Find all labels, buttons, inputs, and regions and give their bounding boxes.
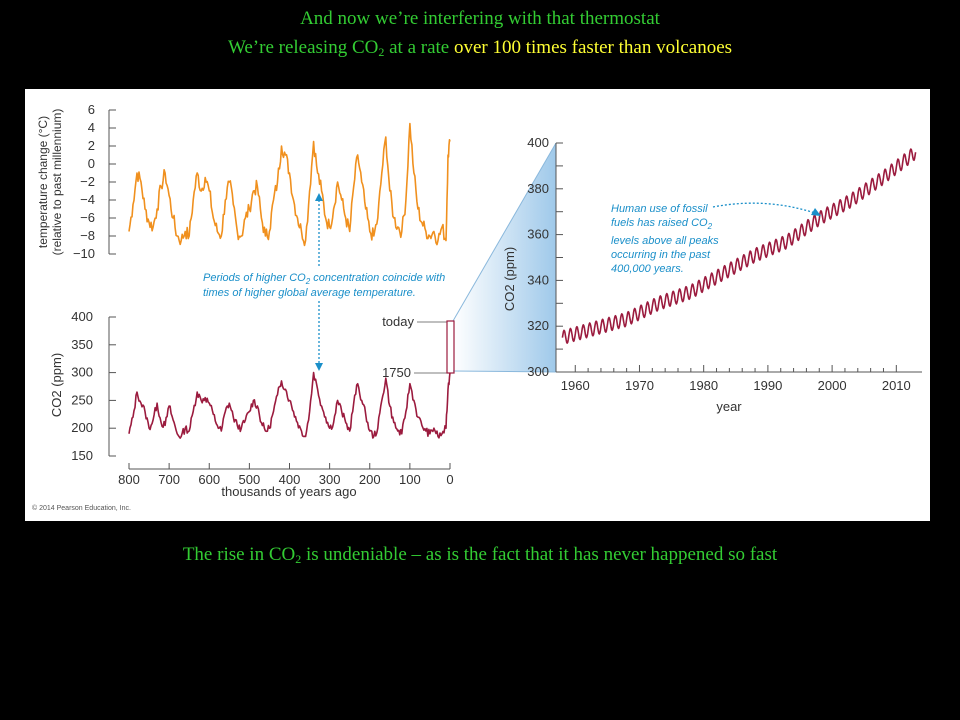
temp-y-axis-label-2: (relative to past millennium) — [50, 109, 64, 256]
co2-y-tick-label: 400 — [71, 309, 93, 324]
annotation-right-line3: levels above all peaks — [611, 235, 719, 247]
annotation-right-arrow — [712, 202, 816, 214]
co2-ice-core-chart: 400 350 300 250 200 150 800 700 600 500 400 300 200 1… — [49, 309, 454, 499]
co2-x-axis-label: thousands of years ago — [221, 484, 356, 499]
co2-x-tick-label: 100 — [399, 472, 421, 487]
annotation-right-line5: 400,000 years. — [611, 263, 684, 275]
co2-x-tick-label: 600 — [198, 472, 220, 487]
co2-y-tick-label: 200 — [71, 420, 93, 435]
temp-y-tick-label: −6 — [80, 210, 95, 225]
slide-title-text: And now we’re interfering with that ther… — [300, 8, 660, 29]
modern-y-tick-label: 360 — [527, 227, 549, 242]
modern-x-tick-label: 1960 — [561, 378, 590, 393]
subtitle-part1: We’re releasing CO — [227, 37, 379, 58]
co2-y-tick-label: 250 — [71, 392, 93, 407]
subtitle-highlight: over 100 times faster than volcanoes — [453, 37, 733, 58]
modern-co2-series-line — [561, 148, 917, 344]
subtitle-subscript: 2 — [378, 45, 385, 59]
slide-caption: The rise in CO2 is undeniable – as is th… — [0, 544, 960, 566]
modern-x-tick-label: 1970 — [625, 378, 654, 393]
co2-x-tick-label: 800 — [118, 472, 140, 487]
zoom-wedge — [453, 143, 556, 372]
annotation-left-line2: times of higher global average temperatu… — [203, 287, 416, 299]
co2-x-tick-label: 200 — [359, 472, 381, 487]
caption-part2: is undeniable – as is the fact that it h… — [301, 544, 778, 565]
temp-series-line — [128, 122, 451, 247]
caption-subscript: 2 — [295, 552, 302, 566]
annotation-right-line2: fuels has raised CO2 — [611, 217, 713, 231]
label-today: today — [382, 314, 414, 329]
zoom-wedge-bottom-edge — [452, 370, 557, 373]
recent-bracket — [446, 320, 455, 374]
annotation-left-line1: Periods of higher CO2 concentration coin… — [203, 272, 445, 286]
modern-y-tick-label: 380 — [527, 181, 549, 196]
temp-y-tick-label: 0 — [88, 156, 95, 171]
modern-x-tick-label: 1990 — [753, 378, 782, 393]
co2-x-tick-label: 400 — [279, 472, 301, 487]
temp-y-tick-label: 2 — [88, 138, 95, 153]
temp-y-tick-label: −8 — [80, 228, 95, 243]
modern-x-tick-label: 1980 — [689, 378, 718, 393]
co2-x-tick-label: 700 — [158, 472, 180, 487]
temp-y-tick-label: −4 — [80, 192, 95, 207]
zoom-wedge-top-edge — [452, 142, 557, 322]
temp-y-axis-label: temperature change (°C) — [36, 116, 50, 248]
co2-series-line — [128, 371, 451, 439]
annotation-arrowhead-down — [315, 363, 323, 371]
co2-modern-chart: 400 380 360 340 320 300 1960 1970 1980 1990 2000 20… — [502, 135, 922, 414]
co2-y-tick-label: 300 — [71, 365, 93, 380]
annotation-right-arrowhead — [811, 208, 821, 216]
modern-y-axis-label: CO2 (ppm) — [502, 247, 517, 311]
temp-y-tick-label: 6 — [88, 102, 95, 117]
co2-x-tick-label: 300 — [319, 472, 341, 487]
modern-y-tick-label: 340 — [527, 272, 549, 287]
annotation-arrowhead-up — [315, 193, 323, 201]
label-1750: 1750 — [382, 365, 411, 380]
co2-y-tick-label: 350 — [71, 337, 93, 352]
modern-x-axis-label: year — [716, 399, 742, 414]
co2-y-tick-label: 150 — [71, 448, 93, 463]
co2-x-tick-label: 500 — [239, 472, 261, 487]
subtitle-part2: at a rate — [384, 37, 454, 58]
co2-x-tick-label: 0 — [446, 472, 453, 487]
slide-title: And now we’re interfering with that ther… — [0, 8, 960, 30]
modern-x-tick-label: 2010 — [882, 378, 911, 393]
modern-y-tick-label: 400 — [527, 135, 549, 150]
modern-x-tick-label: 2000 — [818, 378, 847, 393]
copyright-credit: © 2014 Pearson Education, Inc. — [32, 504, 131, 512]
slide-subtitle: We’re releasing CO2 at a rate over 100 t… — [0, 37, 960, 59]
temp-y-tick-label: 4 — [88, 120, 95, 135]
temp-y-tick-label: −2 — [80, 174, 95, 189]
modern-y-tick-label: 320 — [527, 318, 549, 333]
figure-svg: 6 4 2 0 −2 −4 −6 −8 −10 temperature change (°C) (r… — [32, 102, 922, 512]
caption-part1: The rise in CO — [182, 544, 296, 565]
temperature-chart: 6 4 2 0 −2 −4 −6 −8 −10 temperature change (°C) (r… — [36, 102, 451, 261]
temp-y-tick-label: −10 — [73, 246, 95, 261]
figure-panel: 6 4 2 0 −2 −4 −6 −8 −10 temperature change (°C) (r… — [25, 89, 930, 521]
co2-y-axis-label: CO2 (ppm) — [49, 353, 64, 417]
modern-y-tick-label: 300 — [527, 364, 549, 379]
annotation-right-line1: Human use of fossil — [611, 203, 708, 215]
annotation-right-line4: occurring in the past — [611, 249, 711, 261]
